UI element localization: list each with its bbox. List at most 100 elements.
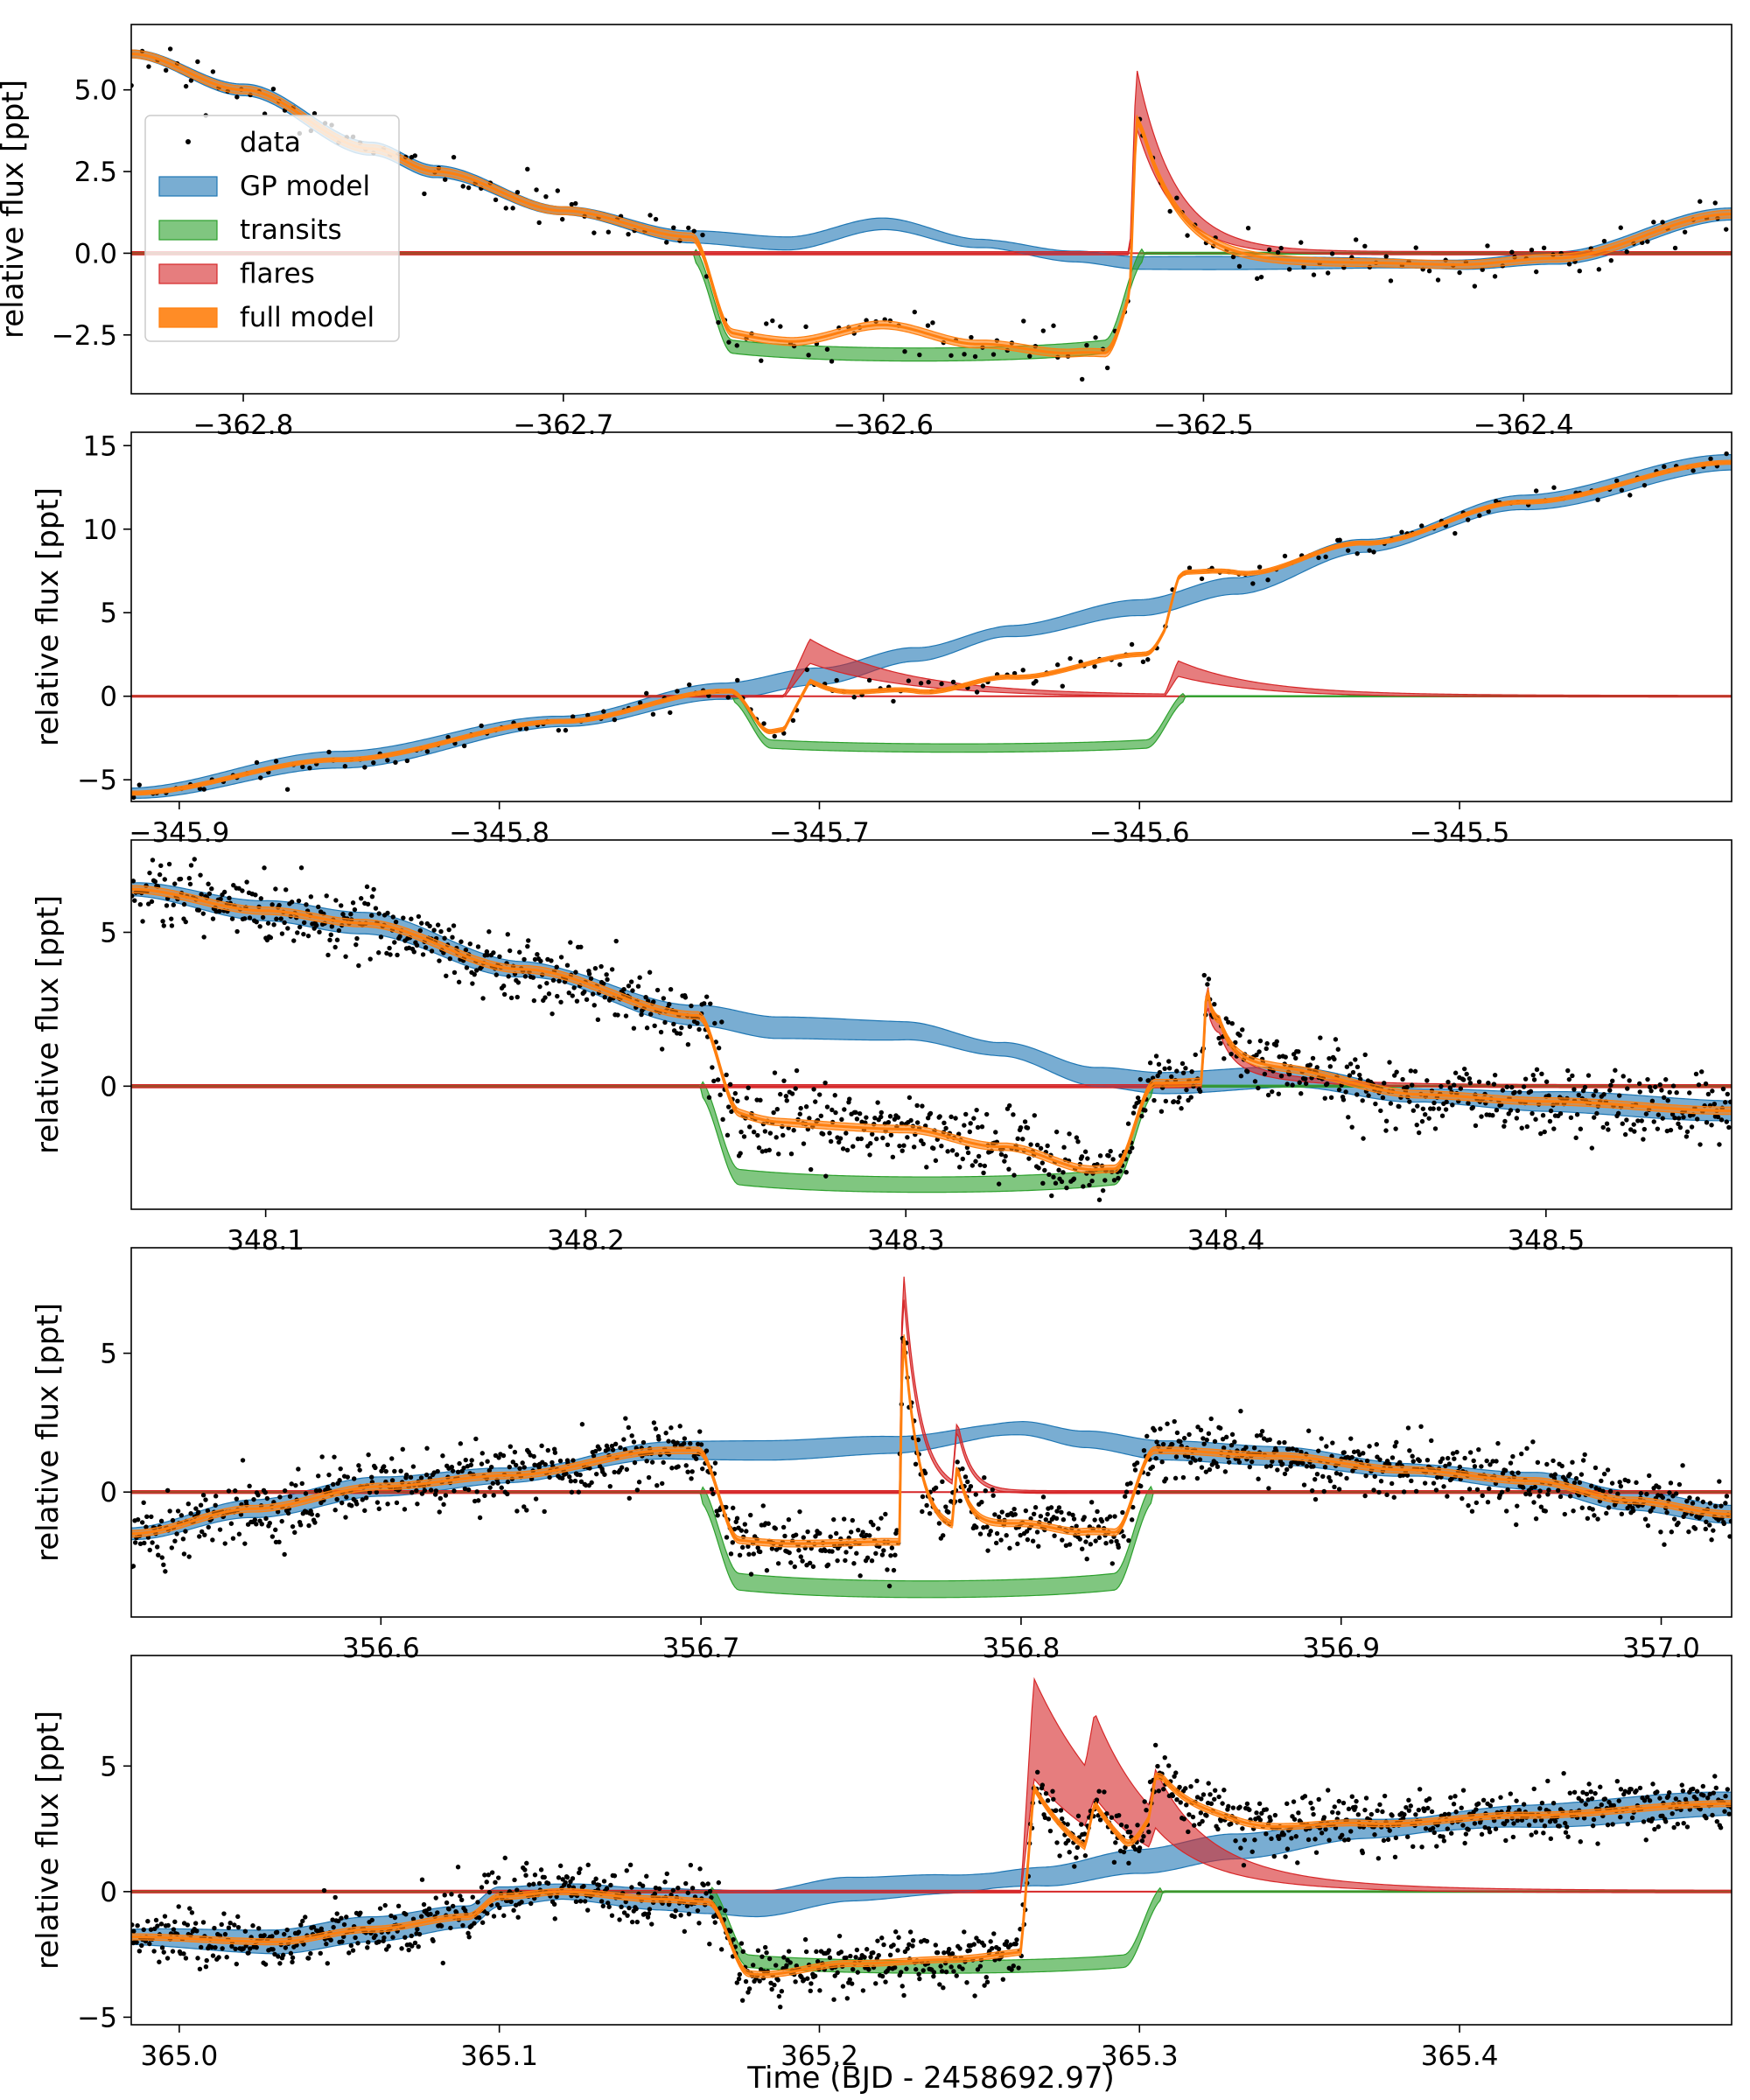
legend-label-flares: flares <box>240 258 315 290</box>
data-point <box>1482 1824 1488 1830</box>
data-point <box>458 1441 464 1446</box>
data-point <box>1055 662 1060 668</box>
x-tick-label: −362.7 <box>513 410 613 441</box>
data-point <box>170 1949 176 1954</box>
data-point <box>1434 1844 1439 1849</box>
data-point <box>1135 1823 1140 1828</box>
data-point <box>317 929 322 934</box>
data-point <box>437 958 442 963</box>
data-point <box>843 1558 848 1564</box>
data-point <box>1723 1100 1728 1105</box>
x-tick-label: −362.8 <box>193 410 294 441</box>
data-point <box>1088 1500 1095 1505</box>
data-point <box>1212 1796 1217 1802</box>
data-point <box>503 206 508 211</box>
data-point <box>1562 1511 1568 1517</box>
data-point <box>1642 482 1648 488</box>
data-point <box>298 1922 304 1928</box>
data-point <box>376 911 382 916</box>
data-point <box>1249 1459 1255 1465</box>
data-point <box>1605 1467 1611 1473</box>
data-point <box>886 1583 892 1589</box>
data-point <box>576 1489 582 1494</box>
data-point <box>1461 1077 1466 1082</box>
data-point <box>787 1550 792 1556</box>
data-point <box>1238 1845 1243 1851</box>
data-point <box>200 1529 205 1535</box>
data-point <box>390 914 396 920</box>
data-point <box>1125 1121 1131 1126</box>
data-point <box>1122 1494 1128 1499</box>
data-point <box>994 1530 1000 1536</box>
data-point <box>420 952 426 957</box>
data-point <box>1536 1494 1542 1499</box>
data-point <box>233 1946 238 1952</box>
data-point <box>511 1908 516 1913</box>
data-point <box>654 987 661 993</box>
data-point <box>974 690 980 695</box>
data-point <box>1432 1126 1438 1131</box>
data-point <box>1407 1099 1412 1104</box>
data-point <box>1653 1084 1658 1089</box>
y-tick-label: 0 <box>100 682 117 713</box>
data-point <box>938 1964 943 1969</box>
data-point <box>435 922 441 928</box>
data-point <box>688 1440 693 1446</box>
data-point <box>1218 1040 1223 1046</box>
data-point <box>296 898 302 904</box>
data-point <box>164 1956 171 1961</box>
data-point <box>996 1181 1002 1186</box>
data-point <box>1344 1064 1350 1069</box>
data-point <box>593 1876 598 1881</box>
data-point <box>419 1877 425 1882</box>
data-point <box>1622 1131 1628 1138</box>
data-point <box>1214 1464 1221 1469</box>
data-point <box>1336 1087 1342 1093</box>
data-point <box>1106 1153 1111 1158</box>
data-point <box>408 1474 414 1480</box>
data-point <box>609 967 615 972</box>
data-point <box>1512 1089 1517 1095</box>
data-point <box>1595 1841 1600 1846</box>
data-point <box>144 1514 150 1520</box>
data-point <box>762 1944 768 1950</box>
data-point <box>244 879 249 885</box>
data-point <box>156 1552 161 1558</box>
data-point <box>1446 1079 1451 1085</box>
flare-model-band <box>131 1276 1732 1494</box>
data-point <box>1008 1942 1013 1948</box>
data-point <box>297 924 303 930</box>
data-point <box>1601 1471 1607 1477</box>
data-point <box>1378 1108 1383 1114</box>
data-point <box>168 916 174 921</box>
data-point <box>1523 1491 1529 1497</box>
data-point <box>993 1130 998 1135</box>
data-point <box>589 1480 594 1486</box>
data-point <box>1083 1539 1088 1544</box>
y-tick-label: 2.5 <box>74 157 117 188</box>
data-point <box>414 1488 419 1494</box>
data-point <box>455 1865 461 1870</box>
data-point <box>475 1900 480 1905</box>
data-point <box>462 1486 468 1492</box>
data-point <box>131 893 135 899</box>
data-point <box>376 950 382 956</box>
data-point <box>349 1503 354 1508</box>
data-point <box>1410 1108 1417 1113</box>
data-point <box>1301 1482 1307 1488</box>
data-point <box>1011 1964 1016 1969</box>
data-point <box>242 1928 248 1934</box>
data-point <box>844 1130 849 1136</box>
data-point <box>270 1934 275 1939</box>
data-point <box>1471 1458 1476 1464</box>
data-point <box>664 240 669 245</box>
data-point <box>1573 1135 1578 1141</box>
data-point <box>279 931 285 936</box>
data-point <box>1645 239 1650 244</box>
data-point <box>700 1466 705 1472</box>
data-point <box>1541 1830 1546 1836</box>
data-point <box>1141 1448 1147 1453</box>
data-point <box>649 1922 654 1927</box>
data-point <box>415 1927 420 1932</box>
data-point <box>514 994 520 1000</box>
